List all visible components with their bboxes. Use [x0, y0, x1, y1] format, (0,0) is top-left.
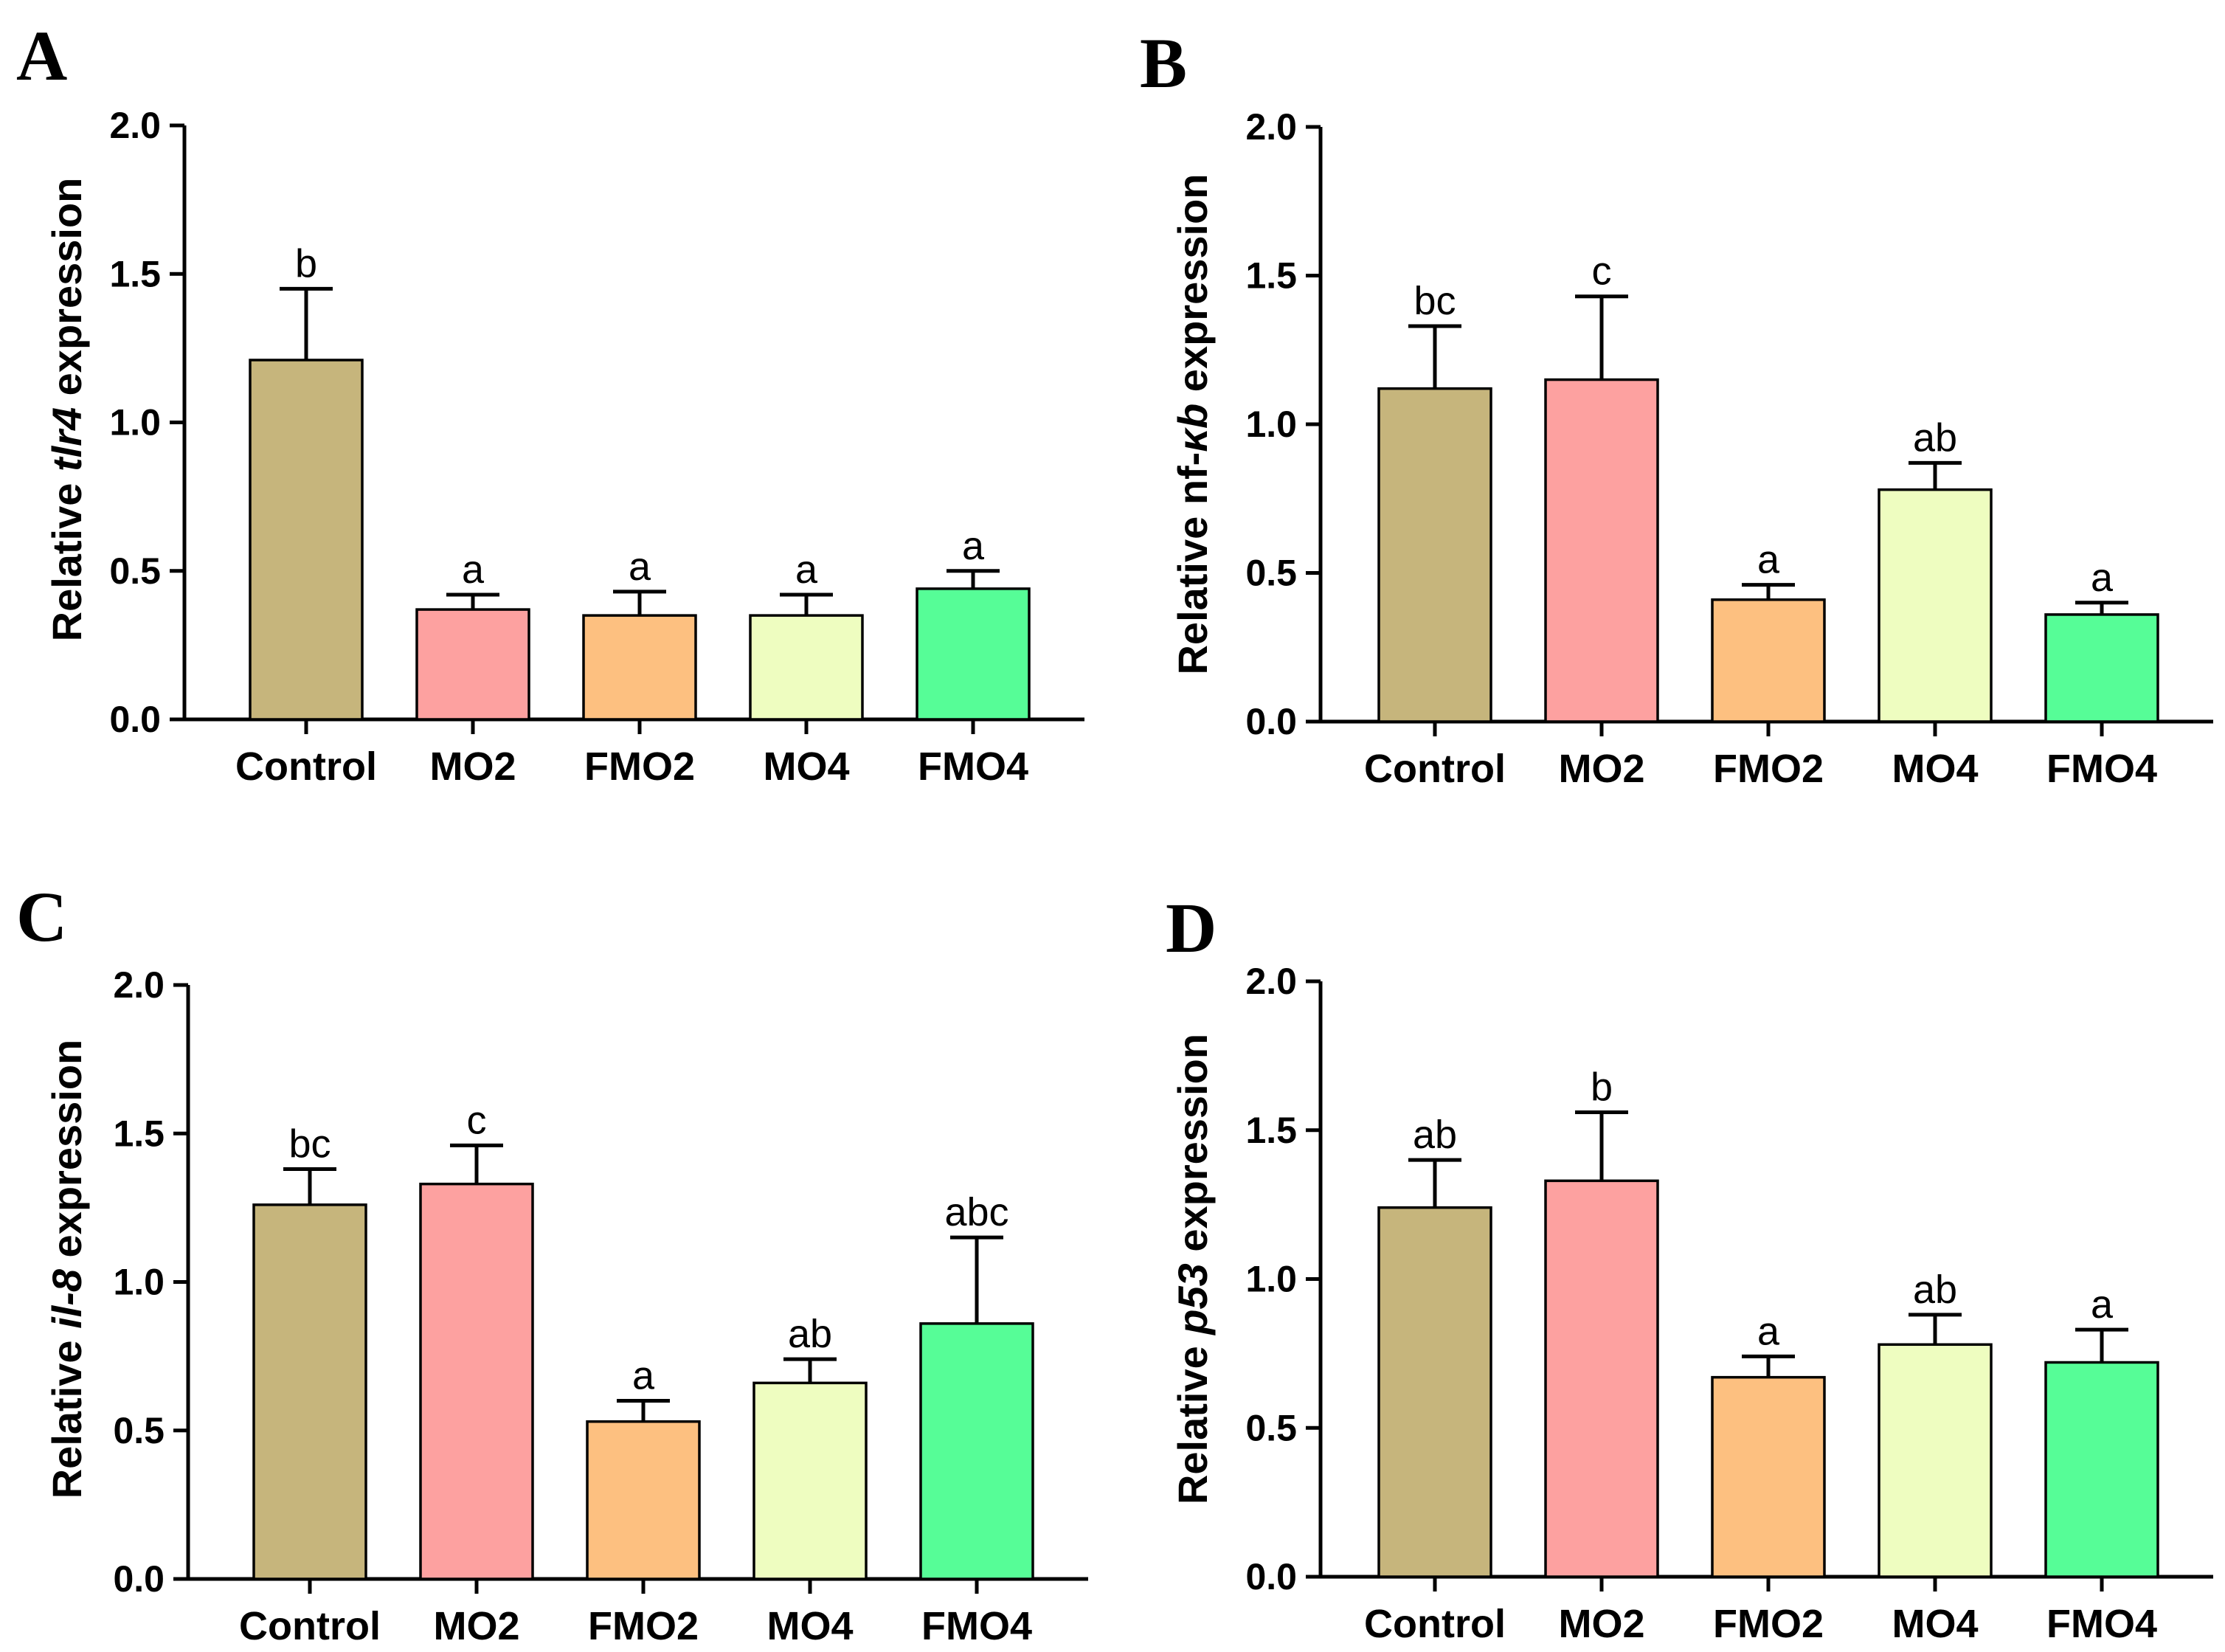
x-tick-label: MO2 [1558, 1602, 1644, 1646]
x-tick-label: FMO4 [2046, 1602, 2157, 1646]
significance-label: ab [1413, 1113, 1457, 1157]
bar [752, 1381, 868, 1580]
bar [252, 1203, 367, 1580]
bar [1544, 1179, 1659, 1578]
panel-d: D Relative p53 expression 0.0 0.5 1.0 1.5 2.… [1166, 888, 2213, 1646]
x-tick-label: MO4 [763, 744, 849, 789]
bar [1544, 378, 1659, 723]
significance-label: a [632, 1354, 655, 1398]
bar [415, 608, 530, 721]
x-tick-label: MO2 [429, 744, 516, 789]
significance-label: abc [944, 1190, 1008, 1234]
y-tick-label: 0.0 [1245, 701, 1297, 742]
bar [1377, 1206, 1492, 1578]
panel-letter: C [16, 877, 67, 956]
bar [1711, 598, 1826, 723]
significance-label: a [462, 547, 485, 592]
x-tick-label: MO4 [1892, 1602, 1978, 1646]
y-axis-label: Relative p53 expression [1169, 1034, 1216, 1504]
significance-label: b [1591, 1065, 1613, 1110]
bar [2044, 613, 2159, 723]
bar [749, 614, 864, 721]
y-tick-label: 0.5 [113, 1410, 165, 1451]
significance-label: a [1757, 538, 1780, 582]
y-tick-label: 0.0 [113, 1558, 165, 1600]
x-tick-label: FMO2 [584, 744, 695, 789]
bar [1878, 488, 1993, 723]
y-axis-label: Relative nf-κb expression [1169, 173, 1216, 674]
x-tick-label: FMO4 [921, 1604, 1032, 1648]
bar [1377, 387, 1492, 723]
y-tick-label: 1.0 [113, 1262, 165, 1303]
significance-label: ab [1913, 415, 1957, 460]
bar [2044, 1361, 2159, 1578]
panel-letter: B [1140, 24, 1187, 103]
significance-label: a [2091, 556, 2114, 600]
significance-label: b [295, 241, 317, 286]
y-tick-label: 1.0 [1245, 404, 1297, 445]
significance-label: a [629, 545, 651, 589]
panel-b: B Relative nf-κb expression 0.0 0.5 1.0 1.5… [1140, 24, 2213, 791]
x-tick-label: Control [239, 1604, 381, 1648]
y-tick-label: 2.0 [1245, 961, 1297, 1002]
x-tick-label: FMO2 [1713, 747, 1824, 791]
x-tick-label: FMO2 [1713, 1602, 1824, 1646]
significance-label: a [795, 547, 818, 592]
bar [586, 1420, 701, 1580]
y-tick-label: 1.5 [1245, 255, 1297, 297]
significance-label: a [1757, 1309, 1780, 1353]
panel-c: C Relative il-8 expression 0.0 0.5 1.0 1.5 2… [16, 877, 1088, 1648]
bar [249, 359, 364, 721]
y-tick-label: 1.5 [1245, 1110, 1297, 1151]
bar [916, 587, 1031, 721]
x-tick-label: FMO4 [918, 744, 1028, 789]
panel-a: A Relative tlr4 expression 0.0 0.5 1.0 1.5 2… [16, 16, 1084, 789]
x-tick-label: Control [235, 744, 377, 789]
y-tick-label: 1.0 [1245, 1259, 1297, 1300]
significance-label: a [2091, 1282, 2114, 1327]
y-tick-label: 0.0 [1245, 1556, 1297, 1597]
y-tick-label: 0.5 [1245, 1407, 1297, 1448]
x-tick-label: MO2 [1558, 747, 1644, 791]
y-tick-label: 0.5 [1245, 553, 1297, 594]
y-tick-label: 1.0 [109, 402, 161, 443]
y-tick-label: 1.5 [109, 253, 161, 294]
y-tick-label: 0.0 [109, 699, 161, 740]
bar [1711, 1375, 1826, 1578]
x-tick-label: Control [1364, 747, 1506, 791]
x-tick-label: FMO2 [588, 1604, 699, 1648]
y-tick-label: 2.0 [113, 964, 165, 1006]
significance-label: ab [1913, 1268, 1957, 1312]
significance-label: c [467, 1098, 487, 1142]
bar [919, 1322, 1034, 1580]
x-tick-label: MO2 [433, 1604, 519, 1648]
y-axis-label: Relative il-8 expression [44, 1040, 90, 1499]
significance-label: bc [1413, 279, 1456, 323]
significance-label: c [1592, 249, 1612, 294]
panel-letter: D [1166, 888, 1217, 967]
y-tick-label: 1.5 [113, 1113, 165, 1154]
y-tick-label: 0.5 [109, 550, 161, 592]
x-tick-label: MO4 [1892, 747, 1978, 791]
panel-letter: A [16, 16, 67, 95]
x-tick-label: FMO4 [2046, 747, 2157, 791]
significance-label: bc [288, 1122, 331, 1167]
y-axis-label: Relative tlr4 expression [44, 178, 90, 642]
x-tick-label: MO4 [767, 1604, 853, 1648]
y-tick-label: 2.0 [109, 105, 161, 146]
significance-label: ab [788, 1312, 832, 1356]
bar [419, 1182, 534, 1580]
bar [582, 614, 697, 721]
y-tick-label: 2.0 [1245, 106, 1297, 148]
bar [1878, 1343, 1993, 1578]
x-tick-label: Control [1364, 1602, 1506, 1646]
significance-label: a [962, 524, 985, 568]
